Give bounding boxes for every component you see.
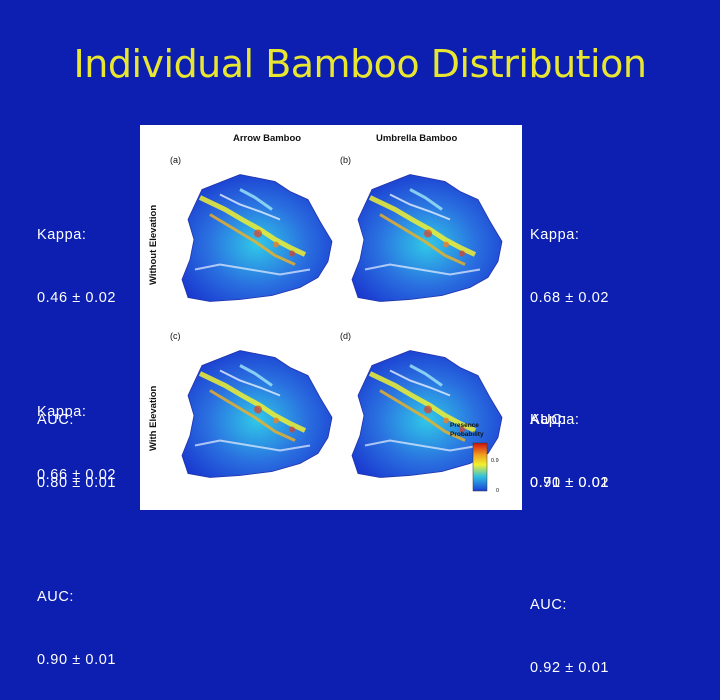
stats-panel-c: Kappa: 0.66 ± 0.02 AUC: 0.90 ± 0.01 bbox=[37, 360, 116, 692]
col-header-arrow: Arrow Bamboo bbox=[233, 133, 301, 144]
legend-color-bar bbox=[472, 442, 488, 492]
kappa-label: Kappa: bbox=[37, 227, 87, 243]
panel-label-c: (c) bbox=[170, 331, 181, 341]
legend-tick-high: 0.9 bbox=[491, 458, 499, 464]
legend-tick-low: 0 bbox=[496, 488, 499, 494]
map-panel-c bbox=[182, 351, 332, 478]
map-panel-a bbox=[182, 175, 332, 302]
panel-label-a: (a) bbox=[170, 155, 181, 165]
auc-value: 0.80 ± 0.01 bbox=[37, 475, 117, 491]
kappa-label: Kappa: bbox=[530, 412, 580, 428]
row-label-without-elevation: Without Elevation bbox=[148, 205, 159, 285]
auc-value: 0.90 ± 0.01 bbox=[37, 652, 117, 668]
kappa-value: 0.70 ± 0.02 bbox=[530, 475, 610, 491]
auc-label: AUC: bbox=[530, 412, 568, 428]
panel-label-b: (b) bbox=[340, 155, 351, 165]
stats-panel-a: Kappa: 0.46 ± 0.02 AUC: 0.80 ± 0.01 bbox=[37, 183, 116, 515]
kappa-value: 0.68 ± 0.02 bbox=[530, 290, 610, 306]
stats-panel-b: Kappa: 0.68 ± 0.02 AUC: 0.91 ± 0.01 bbox=[530, 183, 609, 515]
auc-value: 0.92 ± 0.01 bbox=[530, 660, 610, 676]
stats-panel-d: Kappa: 0.70 ± 0.02 AUC: 0.92 ± 0.01 bbox=[530, 368, 609, 700]
panel-label-d: (d) bbox=[340, 331, 351, 341]
map-panel-b bbox=[352, 175, 502, 302]
legend-title-line1: Presence bbox=[450, 422, 479, 429]
kappa-value: 0.46 ± 0.02 bbox=[37, 290, 117, 306]
slide-title: Individual Bamboo Distribution bbox=[73, 42, 647, 86]
row-label-with-elevation: With Elevation bbox=[148, 385, 159, 451]
kappa-value: 0.66 ± 0.02 bbox=[37, 467, 117, 483]
legend-title-line2: Probability bbox=[450, 431, 484, 438]
auc-label: AUC: bbox=[37, 589, 75, 605]
distribution-figure: Arrow Bamboo Umbrella Bamboo Without Ele… bbox=[140, 125, 522, 510]
auc-label: AUC: bbox=[37, 412, 75, 428]
kappa-label: Kappa: bbox=[530, 227, 580, 243]
kappa-label: Kappa: bbox=[37, 404, 87, 420]
col-header-umbrella: Umbrella Bamboo bbox=[376, 133, 457, 144]
auc-label: AUC: bbox=[530, 597, 568, 613]
auc-value: 0.91 ± 0.01 bbox=[530, 475, 610, 491]
